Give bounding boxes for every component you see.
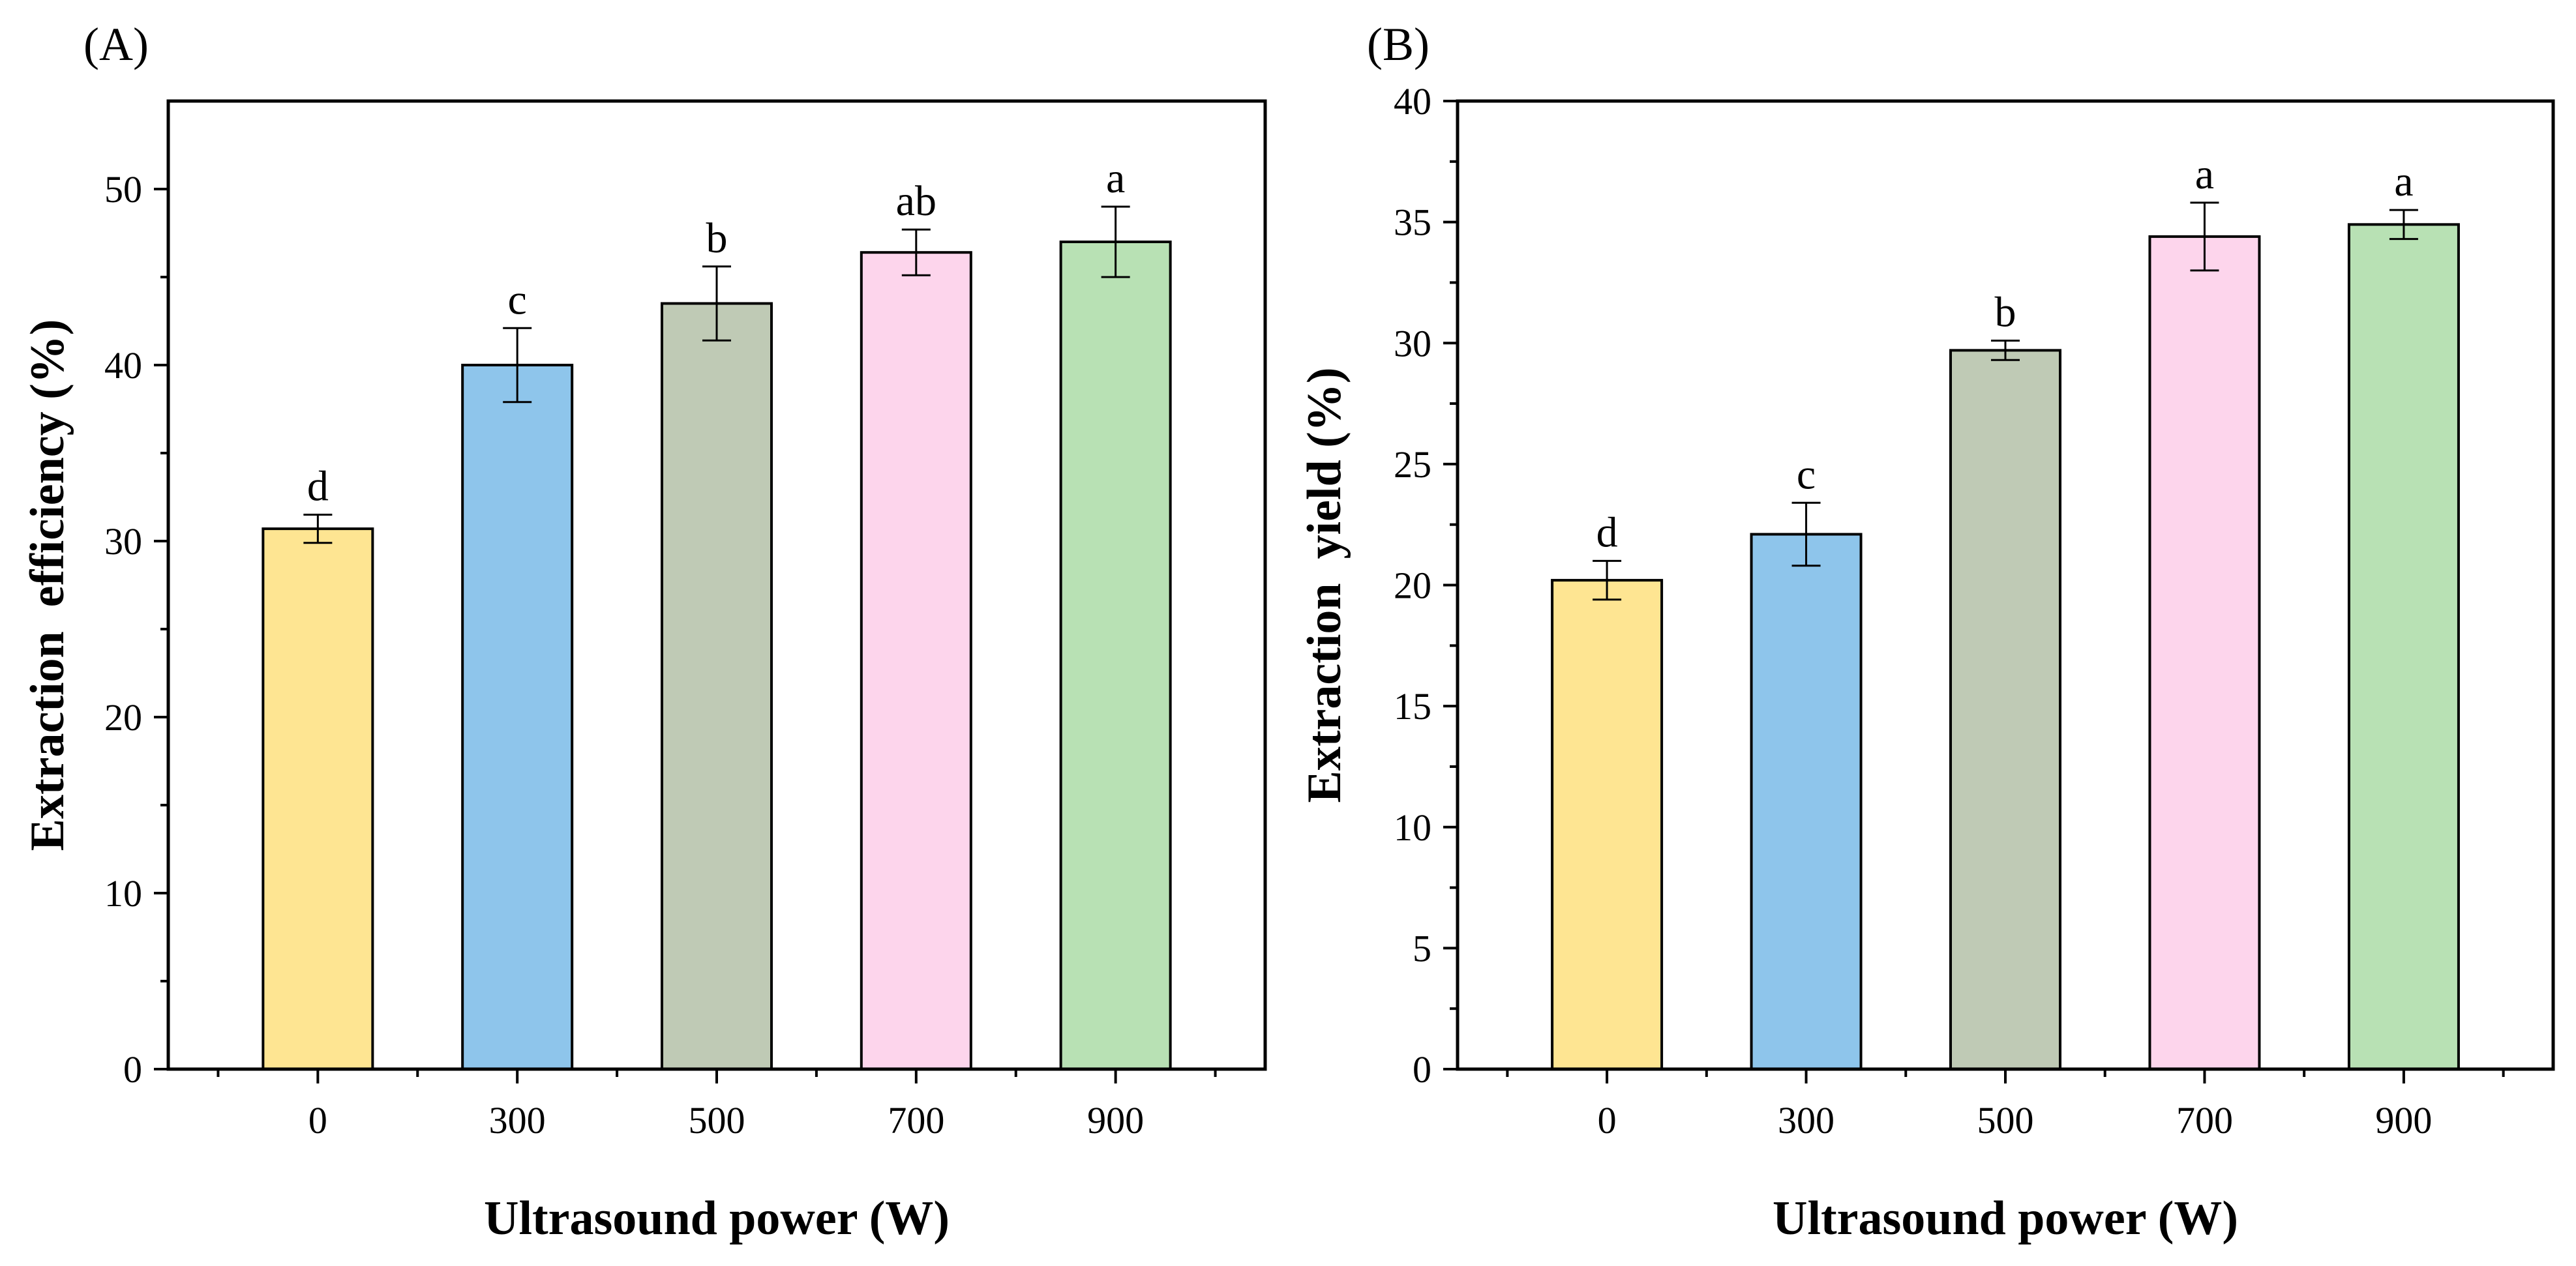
y-tick-label: 25 [1394,443,1431,486]
y-axis-title: Extraction yield (%) [1298,368,1351,803]
x-axis-title: Ultrasound power (W) [484,1192,950,1245]
significance-label-300: c [1797,450,1816,498]
panel-label: (A) [83,18,149,70]
significance-label-500: b [1995,289,2016,336]
bar-700 [860,251,972,1071]
significance-label-900: a [2394,158,2413,205]
x-tick-label: 0 [1598,1099,1617,1141]
y-tick-label: 30 [1394,322,1431,364]
x-tick-label: 0 [308,1099,327,1141]
plot-frame [1456,99,2555,1071]
chart-a-extraction-efficiency: (A) d 0 c 300 b 500 ab 700 a 900 0 10 20 30 40 50 Ultraso… [21,18,1267,1245]
y-tick-label: 50 [104,168,142,211]
x-tick-label: 300 [1778,1099,1835,1141]
bar-700 [2148,235,2261,1070]
significance-label-700: ab [896,177,936,225]
x-tick-label: 500 [1977,1099,2034,1141]
bar-0 [1551,579,1664,1070]
y-tick-label: 40 [104,344,142,387]
x-tick-label: 900 [1087,1099,1144,1141]
x-tick-label: 700 [888,1099,944,1141]
y-tick-label: 0 [123,1048,142,1091]
x-tick-label: 900 [2375,1099,2432,1141]
significance-label-700: a [2195,151,2214,198]
significance-label-300: c [508,276,527,323]
x-tick-label: 500 [689,1099,745,1141]
bar-500 [1949,349,2061,1071]
significance-label-500: b [706,214,728,262]
y-tick-label: 20 [1394,565,1431,607]
y-tick-label: 30 [104,520,142,563]
panel-label: (B) [1367,18,1430,70]
bar-300 [461,364,574,1070]
y-tick-label: 35 [1394,201,1431,244]
x-tick-label: 700 [2176,1099,2233,1141]
significance-label-0: d [1596,508,1618,556]
bar-900 [2347,223,2460,1070]
plot-frame [166,99,1267,1071]
y-tick-label: 0 [1413,1048,1431,1091]
chart-b-extraction-yield: (B) d 0 c 300 b 500 a 700 a 900 0 5 10 15 20 25 30 35 40 Ult… [1298,18,2555,1245]
bar-900 [1059,241,1172,1070]
bar-0 [262,527,374,1070]
bar-500 [661,302,773,1070]
y-tick-label: 5 [1413,927,1431,969]
significance-label-0: d [307,463,329,510]
x-axis-title: Ultrasound power (W) [1773,1192,2238,1245]
y-tick-label: 10 [104,872,142,915]
y-tick-label: 40 [1394,80,1431,123]
y-axis-title: Extraction efficiency (%) [21,319,74,851]
significance-label-900: a [1106,155,1125,202]
x-tick-label: 300 [489,1099,546,1141]
y-tick-label: 10 [1394,806,1431,849]
bar-300 [1750,533,1863,1070]
y-tick-label: 20 [104,696,142,739]
y-tick-label: 15 [1394,685,1431,728]
